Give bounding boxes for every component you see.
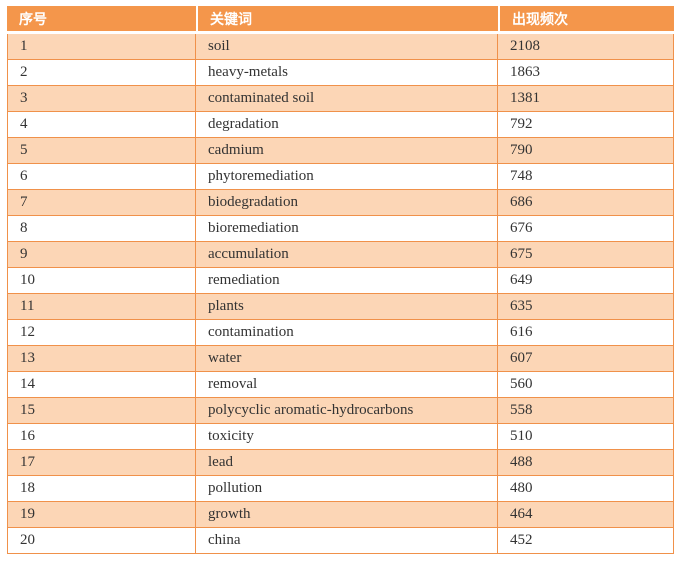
cell-rank: 15 [7, 398, 196, 424]
table-row: 3 contaminated soil 1381 [7, 86, 674, 112]
cell-keyword: phytoremediation [196, 164, 498, 190]
table-container: 序号 关键词 出现频次 1 soil 2108 2 heavy-metals 1863 3 c… [7, 6, 674, 554]
cell-frequency: 480 [498, 476, 674, 502]
keyword-frequency-table: 序号 关键词 出现频次 1 soil 2108 2 heavy-metals 1863 3 c… [7, 6, 674, 554]
cell-rank: 8 [7, 216, 196, 242]
table-row: 1 soil 2108 [7, 34, 674, 60]
cell-keyword: water [196, 346, 498, 372]
cell-rank: 17 [7, 450, 196, 476]
cell-frequency: 635 [498, 294, 674, 320]
cell-keyword: lead [196, 450, 498, 476]
cell-frequency: 2108 [498, 34, 674, 60]
cell-frequency: 649 [498, 268, 674, 294]
table-row: 10 remediation 649 [7, 268, 674, 294]
cell-rank: 3 [7, 86, 196, 112]
table-row: 12 contamination 616 [7, 320, 674, 346]
cell-keyword: china [196, 528, 498, 554]
table-row: 16 toxicity 510 [7, 424, 674, 450]
cell-frequency: 560 [498, 372, 674, 398]
cell-rank: 16 [7, 424, 196, 450]
cell-rank: 7 [7, 190, 196, 216]
column-header-rank: 序号 [7, 6, 196, 34]
cell-rank: 10 [7, 268, 196, 294]
header-row: 序号 关键词 出现频次 [7, 6, 674, 34]
table-row: 9 accumulation 675 [7, 242, 674, 268]
cell-keyword: contaminated soil [196, 86, 498, 112]
cell-rank: 20 [7, 528, 196, 554]
cell-frequency: 676 [498, 216, 674, 242]
cell-frequency: 686 [498, 190, 674, 216]
cell-keyword: polycyclic aromatic-hydrocarbons [196, 398, 498, 424]
table-row: 2 heavy-metals 1863 [7, 60, 674, 86]
cell-frequency: 607 [498, 346, 674, 372]
cell-keyword: degradation [196, 112, 498, 138]
cell-frequency: 748 [498, 164, 674, 190]
cell-frequency: 452 [498, 528, 674, 554]
table-row: 11 plants 635 [7, 294, 674, 320]
table-row: 4 degradation 792 [7, 112, 674, 138]
cell-keyword: accumulation [196, 242, 498, 268]
cell-frequency: 616 [498, 320, 674, 346]
column-header-frequency: 出现频次 [498, 6, 674, 34]
cell-frequency: 790 [498, 138, 674, 164]
cell-keyword: bioremediation [196, 216, 498, 242]
cell-frequency: 1381 [498, 86, 674, 112]
cell-rank: 19 [7, 502, 196, 528]
cell-keyword: heavy-metals [196, 60, 498, 86]
cell-keyword: soil [196, 34, 498, 60]
cell-frequency: 558 [498, 398, 674, 424]
cell-frequency: 488 [498, 450, 674, 476]
table-row: 8 bioremediation 676 [7, 216, 674, 242]
table-row: 15 polycyclic aromatic-hydrocarbons 558 [7, 398, 674, 424]
cell-rank: 14 [7, 372, 196, 398]
cell-frequency: 792 [498, 112, 674, 138]
cell-rank: 4 [7, 112, 196, 138]
table-row: 19 growth 464 [7, 502, 674, 528]
cell-keyword: toxicity [196, 424, 498, 450]
table-row: 13 water 607 [7, 346, 674, 372]
table-header: 序号 关键词 出现频次 [7, 6, 674, 34]
cell-rank: 13 [7, 346, 196, 372]
table-row: 17 lead 488 [7, 450, 674, 476]
cell-keyword: contamination [196, 320, 498, 346]
table-row: 18 pollution 480 [7, 476, 674, 502]
cell-rank: 11 [7, 294, 196, 320]
cell-keyword: remediation [196, 268, 498, 294]
cell-rank: 5 [7, 138, 196, 164]
cell-frequency: 510 [498, 424, 674, 450]
cell-frequency: 1863 [498, 60, 674, 86]
cell-keyword: cadmium [196, 138, 498, 164]
table-row: 14 removal 560 [7, 372, 674, 398]
cell-keyword: removal [196, 372, 498, 398]
cell-keyword: plants [196, 294, 498, 320]
cell-rank: 1 [7, 34, 196, 60]
table-row: 6 phytoremediation 748 [7, 164, 674, 190]
cell-rank: 18 [7, 476, 196, 502]
cell-rank: 9 [7, 242, 196, 268]
table-row: 7 biodegradation 686 [7, 190, 674, 216]
cell-keyword: biodegradation [196, 190, 498, 216]
column-header-keyword: 关键词 [196, 6, 498, 34]
cell-frequency: 675 [498, 242, 674, 268]
cell-frequency: 464 [498, 502, 674, 528]
table-body: 1 soil 2108 2 heavy-metals 1863 3 contaminated … [7, 34, 674, 554]
cell-rank: 6 [7, 164, 196, 190]
table-row: 5 cadmium 790 [7, 138, 674, 164]
cell-keyword: pollution [196, 476, 498, 502]
cell-keyword: growth [196, 502, 498, 528]
table-row: 20 china 452 [7, 528, 674, 554]
cell-rank: 2 [7, 60, 196, 86]
cell-rank: 12 [7, 320, 196, 346]
